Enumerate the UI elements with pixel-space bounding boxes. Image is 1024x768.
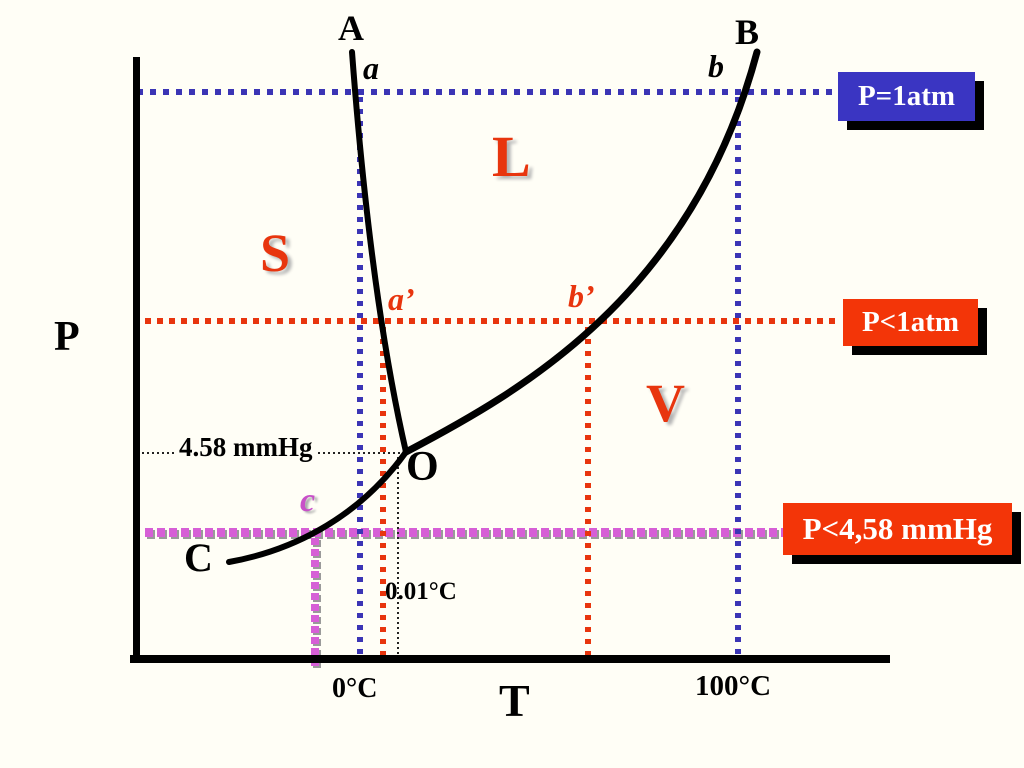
guide-line-p-lt-458mmhg bbox=[145, 528, 790, 537]
callout-p-1atm-text: P=1atm bbox=[857, 80, 956, 112]
callout-p-lt-458mmhg: P<4,58 mmHg bbox=[783, 503, 1012, 555]
guide-line-triple-temperature bbox=[397, 457, 399, 654]
temperature-axis bbox=[130, 655, 890, 663]
point-b-prime-label: b’ bbox=[568, 278, 595, 314]
triple-pressure-label: 4.58 mmHg bbox=[179, 432, 313, 462]
sublimation-curve-label: C bbox=[184, 535, 213, 580]
guide-line-p-1atm bbox=[137, 89, 832, 95]
region-solid-label: S bbox=[260, 223, 291, 283]
guide-line-100c bbox=[735, 97, 741, 658]
guide-line-b-prime bbox=[585, 327, 591, 656]
region-vapor-label: V bbox=[646, 373, 685, 433]
callout-p-lt-1atm: P<1atm bbox=[843, 299, 978, 346]
fusion-curve-label: A bbox=[338, 8, 364, 48]
vaporization-curve-label: B bbox=[735, 12, 760, 52]
region-liquid-label: L bbox=[492, 124, 531, 189]
point-a-label: a bbox=[363, 50, 379, 86]
triple-point-label: O bbox=[406, 444, 439, 490]
guide-line-p-lt-1atm bbox=[145, 318, 841, 324]
pressure-axis bbox=[133, 57, 140, 663]
tick-0c-label: 0°C bbox=[332, 673, 378, 704]
fusion-curve bbox=[349, 49, 409, 455]
guide-line-a-prime bbox=[380, 327, 386, 656]
callout-p-lt-1atm-text: P<1atm bbox=[861, 306, 960, 338]
point-c-label: c bbox=[300, 482, 316, 519]
callout-p-lt-458mmhg-text: P<4,58 mmHg bbox=[802, 511, 993, 546]
guide-line-0c bbox=[357, 97, 363, 658]
guide-line-triple-pressure-left bbox=[137, 452, 177, 454]
vaporization-curve bbox=[402, 48, 761, 456]
callout-p-1atm: P=1atm bbox=[838, 72, 975, 121]
guide-line-c-point bbox=[311, 538, 319, 668]
sublimation-curve bbox=[226, 449, 409, 565]
point-a-prime-label: a’ bbox=[388, 281, 415, 317]
tick-100c-label: 100°C bbox=[695, 670, 772, 702]
point-b-label: b bbox=[708, 48, 724, 84]
pressure-axis-label: P bbox=[54, 314, 80, 360]
triple-temperature-label: 0.01°C bbox=[385, 578, 457, 605]
temperature-axis-label: T bbox=[499, 675, 530, 726]
